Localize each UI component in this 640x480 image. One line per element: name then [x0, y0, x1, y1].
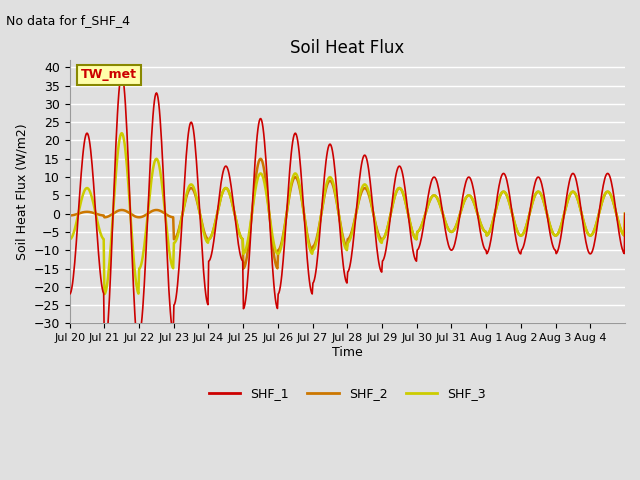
Legend: SHF_1, SHF_2, SHF_3: SHF_1, SHF_2, SHF_3 [204, 383, 491, 406]
Text: No data for f_SHF_4: No data for f_SHF_4 [6, 14, 131, 27]
Y-axis label: Soil Heat Flux (W/m2): Soil Heat Flux (W/m2) [15, 123, 28, 260]
Text: TW_met: TW_met [81, 68, 137, 82]
X-axis label: Time: Time [332, 346, 363, 359]
Title: Soil Heat Flux: Soil Heat Flux [290, 39, 404, 57]
